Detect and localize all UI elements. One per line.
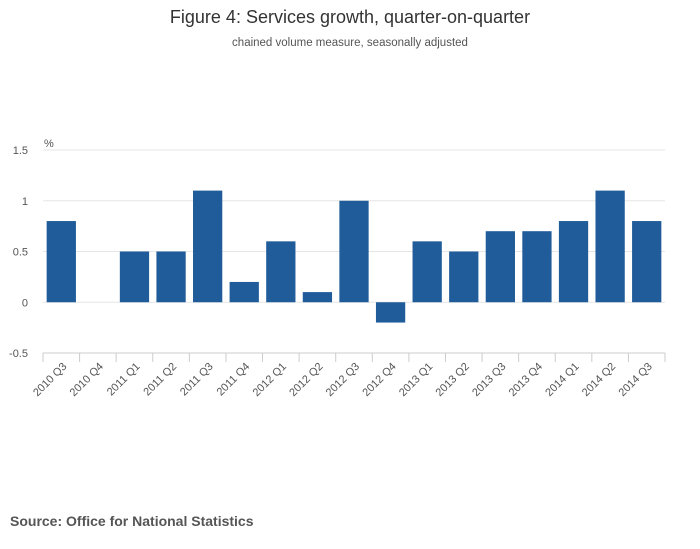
x-tick-label: 2012 Q3: [324, 361, 362, 399]
chart-subtitle: chained volume measure, seasonally adjus…: [232, 37, 468, 49]
x-tick-label: 2013 Q3: [470, 361, 508, 399]
chart-title: Figure 4: Services growth, quarter-on-qu…: [169, 7, 531, 27]
x-tick-label: 2014 Q1: [543, 361, 581, 399]
x-tick-label: 2011 Q3: [178, 361, 216, 399]
bars: [46, 190, 662, 323]
bar: [193, 190, 223, 303]
bar: [339, 200, 369, 303]
x-tick-label: 2010 Q4: [68, 361, 106, 399]
y-tick-label: -0.5: [9, 348, 28, 360]
x-tick-label: 2013 Q2: [434, 361, 472, 399]
y-tick-label: 0.5: [13, 247, 28, 259]
bar: [558, 221, 589, 303]
bar: [229, 281, 259, 303]
x-tick-label: 2012 Q2: [287, 361, 325, 399]
bar: [119, 251, 150, 303]
x-tick-label: 2014 Q3: [616, 361, 654, 399]
y-axis-ticks: 1.5 1 0.5 0 -0.5: [9, 145, 28, 360]
y-tick-label: 1: [22, 196, 28, 208]
y-tick-label: 1.5: [13, 145, 28, 157]
source-note: Source: Office for National Statistics: [10, 513, 254, 529]
x-tick-label: 2011 Q2: [141, 361, 179, 399]
x-tick-label: 2013 Q1: [397, 361, 435, 399]
bar: [302, 292, 333, 303]
x-tick-label: 2013 Q4: [507, 361, 545, 399]
bar: [595, 190, 625, 303]
bar: [632, 221, 662, 303]
x-tick-label: 2010 Q3: [31, 361, 69, 399]
y-axis-label: %: [44, 138, 54, 150]
bar: [412, 241, 442, 303]
x-tick-label: 2011 Q1: [105, 361, 143, 399]
bar: [522, 231, 552, 303]
bar: [156, 251, 186, 303]
x-tick-label: 2012 Q1: [251, 361, 289, 399]
bar: [375, 302, 406, 323]
bar: [485, 231, 515, 303]
bar: [449, 251, 479, 303]
x-tick-label: 2011 Q4: [215, 361, 253, 399]
x-tick-label: 2014 Q2: [580, 361, 618, 399]
y-tick-label: 0: [22, 297, 28, 309]
bar: [46, 221, 76, 303]
bar: [266, 241, 296, 303]
x-tick-label: 2012 Q4: [360, 361, 398, 399]
